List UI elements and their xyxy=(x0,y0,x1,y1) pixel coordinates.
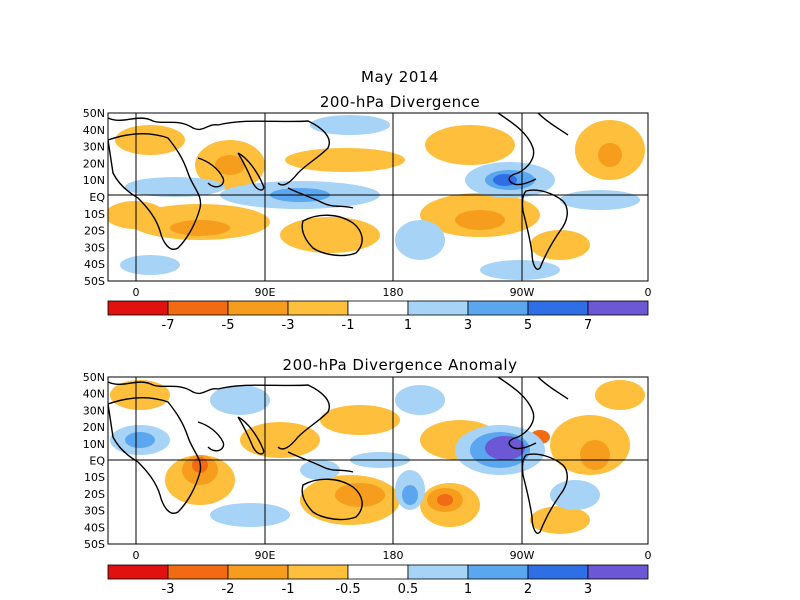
colorbar-label: 1 xyxy=(464,582,472,597)
colorbar-label: -7 xyxy=(162,318,175,333)
lon-tick-label: 90E xyxy=(255,286,276,299)
lat-tick-label: 40N xyxy=(83,388,105,401)
colorbar-label: 2 xyxy=(524,582,532,597)
lat-tick-label: 20S xyxy=(84,225,105,238)
colorbar-label: -2 xyxy=(222,582,235,597)
colorbar-segment xyxy=(167,564,229,580)
colorbar-segment xyxy=(527,564,589,580)
lat-tick-label: 50N xyxy=(83,371,105,384)
lon-tick-label: 180 xyxy=(383,286,404,299)
colorbar-label: -0.5 xyxy=(335,582,360,597)
lat-tick-label: 50N xyxy=(83,107,105,120)
panel2-title: 200-hPa Divergence Anomaly xyxy=(282,356,518,374)
lat-tick-label: 30N xyxy=(83,404,105,417)
lat-tick-label: 20N xyxy=(83,157,105,170)
lat-tick-label: 10S xyxy=(84,471,105,484)
lon-tick-label: 0 xyxy=(645,549,652,562)
colorbar-label: -1 xyxy=(342,318,355,333)
lat-tick-label: 50S xyxy=(84,275,105,288)
colorbar-segment xyxy=(587,300,649,316)
colorbar-segment xyxy=(347,300,409,316)
lon-tick-label: 90E xyxy=(255,549,276,562)
colorbar-segment xyxy=(527,300,589,316)
lat-tick-label: 30S xyxy=(84,241,105,254)
colorbar-label: 7 xyxy=(584,318,592,333)
lon-tick-label: 180 xyxy=(383,549,404,562)
colorbar-segment xyxy=(347,564,409,580)
date-title: May 2014 xyxy=(361,68,439,86)
lat-tick-label: 10N xyxy=(83,174,105,187)
colorbar-label: -3 xyxy=(162,582,175,597)
colorbar-segment xyxy=(407,300,469,316)
colorbar-label: 5 xyxy=(524,318,532,333)
lon-tick-label: 0 xyxy=(645,286,652,299)
colorbar-label: -5 xyxy=(222,318,235,333)
colorbar-segment xyxy=(227,564,289,580)
panel1-title: 200-hPa Divergence xyxy=(319,93,481,111)
lat-tick-label: 40S xyxy=(84,258,105,271)
lon-tick-label: 90W xyxy=(510,549,535,562)
lat-tick-label: 40S xyxy=(84,521,105,534)
lat-tick-label: EQ xyxy=(89,455,105,468)
colorbar-segment xyxy=(107,300,169,316)
lat-tick-label: EQ xyxy=(89,191,105,204)
colorbar-label: 3 xyxy=(464,318,472,333)
colorbar-label: 0.5 xyxy=(398,582,419,597)
lon-tick-label: 0 xyxy=(133,549,140,562)
lat-tick-label: 10S xyxy=(84,208,105,221)
colorbar-segment xyxy=(167,300,229,316)
lat-tick-label: 30S xyxy=(84,505,105,518)
colorbar-label: -3 xyxy=(282,318,295,333)
colorbar-segment xyxy=(227,300,289,316)
colorbar-label: -1 xyxy=(282,582,295,597)
lat-tick-label: 20N xyxy=(83,421,105,434)
colorbar-label: 1 xyxy=(404,318,412,333)
lat-tick-label: 50S xyxy=(84,538,105,551)
divergence-anomaly-map xyxy=(108,377,648,544)
colorbar-segment xyxy=(107,564,169,580)
lat-tick-label: 20S xyxy=(84,488,105,501)
lat-tick-label: 10N xyxy=(83,438,105,451)
colorbar-segment xyxy=(407,564,469,580)
colorbar-segment xyxy=(587,564,649,580)
colorbar-segment xyxy=(467,300,529,316)
colorbar-segment xyxy=(287,564,349,580)
lat-tick-label: 30N xyxy=(83,141,105,154)
lon-tick-label: 90W xyxy=(510,286,535,299)
divergence-map xyxy=(108,113,648,281)
lat-tick-label: 40N xyxy=(83,124,105,137)
colorbar-segment xyxy=(467,564,529,580)
colorbar-segment xyxy=(287,300,349,316)
lon-tick-label: 0 xyxy=(133,286,140,299)
colorbar-label: 3 xyxy=(584,582,592,597)
